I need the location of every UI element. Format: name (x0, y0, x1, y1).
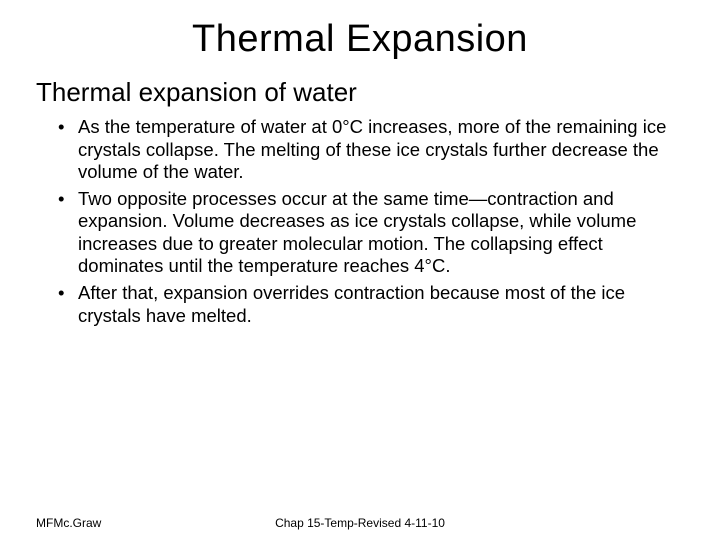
list-item: Two opposite processes occur at the same… (64, 188, 684, 278)
slide-title: Thermal Expansion (0, 0, 720, 69)
list-item: After that, expansion overrides contract… (64, 282, 684, 327)
bullet-list: As the temperature of water at 0°C incre… (0, 116, 720, 327)
slide: Thermal Expansion Thermal expansion of w… (0, 0, 720, 540)
list-item: As the temperature of water at 0°C incre… (64, 116, 684, 184)
footer-chapter: Chap 15-Temp-Revised 4-11-10 (0, 516, 720, 530)
slide-subtitle: Thermal expansion of water (0, 69, 720, 112)
